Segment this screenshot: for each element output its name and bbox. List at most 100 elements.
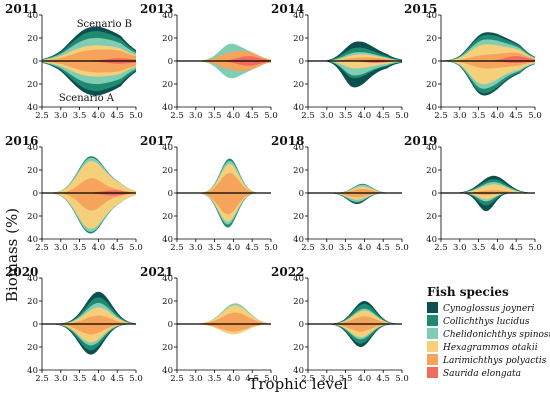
y-tick-label: 40 <box>293 143 304 153</box>
x-tick-label: 4.5 <box>376 243 390 253</box>
panel-year-label: 2021 <box>140 265 173 279</box>
x-tick-label: 2.5 <box>434 111 448 121</box>
x-tick-label: 4.5 <box>110 111 124 121</box>
band-upper-4 <box>177 172 271 193</box>
legend-swatch <box>427 354 438 365</box>
panel-year-label: 2022 <box>271 265 304 279</box>
y-tick-label: 20 <box>293 166 304 176</box>
legend: Fish species Cynoglossus joyneri Collichth… <box>427 285 550 379</box>
y-tick-label: 20 <box>293 212 304 222</box>
x-tick-label: 2.5 <box>170 111 184 121</box>
x-tick-label: 4.5 <box>245 374 259 384</box>
legend-swatch <box>427 341 438 352</box>
x-tick-label: 3.0 <box>189 111 203 121</box>
band-lower-4 <box>308 324 402 332</box>
y-tick-label: 20 <box>293 80 304 90</box>
x-tick-label: 4.0 <box>358 111 372 121</box>
x-tick-label: 4.0 <box>92 374 106 384</box>
x-tick-label: 3.0 <box>189 243 203 253</box>
y-tick-label: 40 <box>27 103 38 113</box>
y-tick-label: 20 <box>162 34 173 44</box>
x-tick-label: 4.0 <box>92 111 106 121</box>
x-tick-label: 4.5 <box>376 111 390 121</box>
x-tick-label: 2.5 <box>301 374 315 384</box>
y-tick-label: 20 <box>162 166 173 176</box>
y-tick-label: 0 <box>33 57 38 67</box>
x-tick-label: 4.5 <box>509 243 523 253</box>
x-tick-label: 3.5 <box>472 243 486 253</box>
band-lower-3 <box>308 61 402 69</box>
y-tick-label: 0 <box>299 57 304 67</box>
band-lower-4 <box>42 324 136 335</box>
y-tick-label: 20 <box>426 166 437 176</box>
band-upper-4 <box>42 315 136 324</box>
y-tick-label: 40 <box>162 143 173 153</box>
band-upper-5 <box>42 190 136 193</box>
x-tick-label: 2.5 <box>35 243 49 253</box>
band-lower-4 <box>441 193 535 196</box>
y-tick-label: 40 <box>162 103 173 113</box>
band-upper-5 <box>441 56 535 61</box>
y-tick-label: 40 <box>27 235 38 245</box>
band-upper-3 <box>308 186 402 193</box>
panel-year-label: 2017 <box>140 134 173 148</box>
x-tick-label: 3.5 <box>208 374 222 384</box>
band-upper-3 <box>441 184 535 193</box>
y-tick-label: 20 <box>162 212 173 222</box>
y-tick-label: 40 <box>162 235 173 245</box>
x-tick-label: 3.5 <box>339 243 353 253</box>
x-tick-label: 3.5 <box>339 374 353 384</box>
band-lower-4 <box>308 193 402 198</box>
band-lower-5 <box>177 61 271 66</box>
y-tick-label: 0 <box>33 189 38 199</box>
band-upper-4 <box>308 188 402 193</box>
x-tick-label: 4.5 <box>245 243 259 253</box>
x-tick-label: 4.0 <box>92 243 106 253</box>
panel-year-label: 2013 <box>140 2 173 16</box>
panel-year-label: 2014 <box>271 2 304 16</box>
x-tick-label: 5.0 <box>528 243 542 253</box>
x-tick-label: 3.5 <box>73 374 87 384</box>
band-lower-4 <box>42 193 136 211</box>
x-tick-label: 2.5 <box>170 243 184 253</box>
band-upper-5 <box>177 56 271 61</box>
y-axis-label: Biomass (%) <box>3 208 21 302</box>
x-tick-label: 2.5 <box>35 374 49 384</box>
x-tick-label: 2.5 <box>434 243 448 253</box>
x-tick-label: 4.0 <box>358 243 372 253</box>
y-tick-label: 20 <box>27 166 38 176</box>
legend-swatch <box>427 328 438 339</box>
y-tick-label: 40 <box>293 274 304 284</box>
scenario-a-label: Scenario A <box>59 93 115 104</box>
band-upper-4 <box>177 312 271 324</box>
band-lower-3 <box>441 61 535 85</box>
y-tick-label: 40 <box>426 11 437 21</box>
band-upper-4 <box>441 190 535 193</box>
x-tick-label: 4.5 <box>110 243 124 253</box>
panel-year-label: 2016 <box>5 134 38 148</box>
legend-item-label: Hexagrammos otakii <box>442 343 538 353</box>
band-upper-4 <box>42 49 136 61</box>
legend-item-label: Cynoglossus joyneri <box>443 304 534 314</box>
x-tick-label: 3.0 <box>320 374 334 384</box>
y-tick-label: 20 <box>27 343 38 353</box>
x-tick-label: 5.0 <box>129 111 143 121</box>
scenario-b-label: Scenario B <box>77 19 132 30</box>
y-tick-label: 20 <box>426 80 437 90</box>
x-tick-label: 3.0 <box>54 374 68 384</box>
x-tick-label: 3.5 <box>339 111 353 121</box>
y-tick-label: 20 <box>426 34 437 44</box>
panel-year-label: 2011 <box>5 2 38 16</box>
y-tick-label: 0 <box>168 320 173 330</box>
band-lower-4 <box>42 61 136 73</box>
x-tick-label: 2.5 <box>301 111 315 121</box>
x-tick-label: 5.0 <box>129 374 143 384</box>
y-tick-label: 40 <box>293 103 304 113</box>
band-lower-4 <box>177 193 271 215</box>
